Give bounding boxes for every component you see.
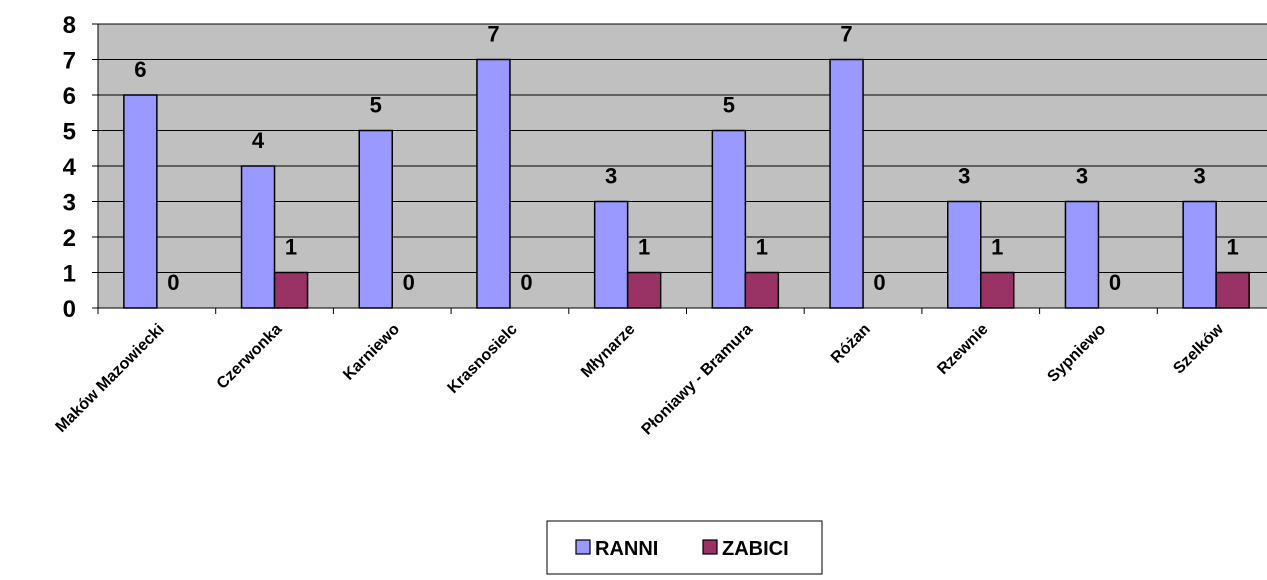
bar-zabici [980,271,1015,309]
x-tick-label: Młynarze [578,321,639,382]
x-tick-label: Płoniawy - Bramura [639,321,757,439]
data-label: 1 [285,235,297,260]
bar-ranni [240,165,276,309]
data-label: 1 [991,235,1003,260]
y-tick-label: 8 [63,12,76,39]
y-tick-label: 0 [63,296,76,323]
data-label: 0 [1109,270,1121,295]
bar-ranni [123,94,158,309]
x-tick-label: Szelków [1170,320,1227,377]
x-tick-label: Karniewo [340,321,403,384]
legend-box [546,520,823,575]
data-label: 1 [638,235,650,260]
data-label: 7 [840,22,852,47]
data-label: 4 [252,128,265,153]
y-tick-label: 2 [63,225,76,252]
data-label: 0 [520,270,532,295]
bar-ranni [947,200,982,309]
data-label: 0 [167,270,179,295]
data-label: 3 [605,164,617,189]
x-tick-label: Maków Mazowiecki [53,321,168,436]
bar-zabici [273,271,309,309]
y-tick-label: 3 [63,190,76,217]
legend-swatch-ranni [575,539,591,555]
y-tick-label: 6 [63,83,76,110]
bar-ranni [476,58,511,309]
legend-label: ZABICI [722,538,789,560]
legend-swatch-zabici [702,539,718,555]
x-tick-label: Krasnosielc [445,321,521,397]
bar-ranni [1064,200,1100,309]
y-tick-label: 5 [63,119,76,146]
data-label: 3 [958,164,970,189]
data-label: 0 [403,270,415,295]
data-label: 0 [873,270,885,295]
bar-zabici [626,271,662,309]
y-tick-label: 7 [63,48,76,75]
bar-zabici [1215,271,1250,309]
data-label: 6 [134,57,146,82]
bar-ranni [711,129,747,309]
data-label: 5 [723,93,735,118]
bar-zabici [744,271,780,309]
y-tick-label: 4 [63,154,77,181]
data-label: 3 [1076,164,1088,189]
bar-ranni [358,129,393,309]
bar-ranni [1182,200,1217,309]
data-label: 1 [756,235,768,260]
data-label: 7 [487,22,499,47]
y-tick-label: 1 [63,261,76,288]
data-label: 5 [370,93,382,118]
bar-ranni [829,58,864,309]
data-label: 1 [1227,235,1239,260]
x-tick-label: Różan [828,321,874,367]
legend-label: RANNI [595,538,658,560]
bar-ranni [593,200,629,309]
x-tick-label: Sypniewo [1044,321,1109,386]
x-tick-label: Rzewnie [934,321,991,378]
x-tick-label: Czerwonka [214,321,286,393]
data-label: 3 [1194,164,1206,189]
